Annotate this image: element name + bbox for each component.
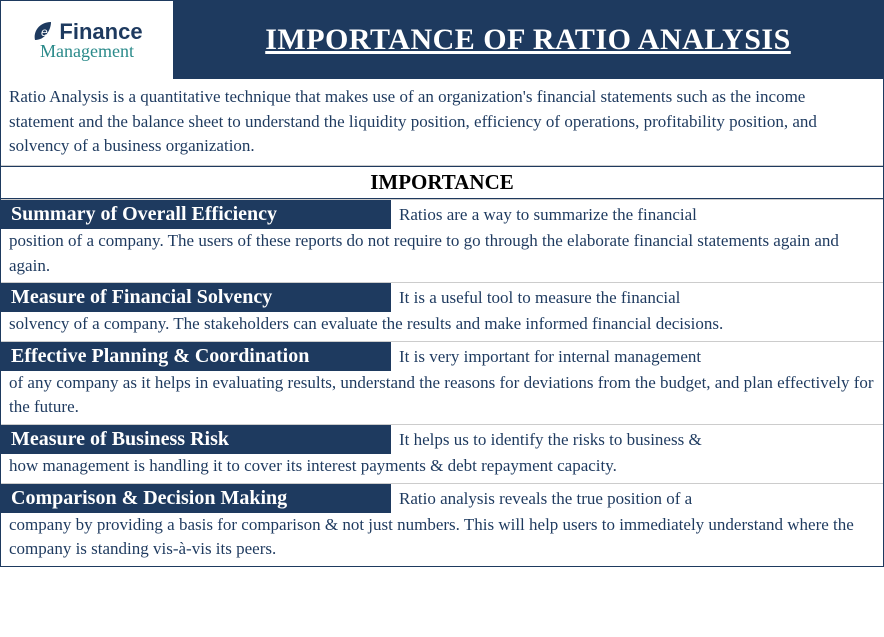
header-row: e Finance Management IMPORTANCE OF RATIO… [1,1,883,79]
item-body-text: of any company as it helps in evaluating… [1,371,883,424]
item-lead-text: It is very important for internal manage… [391,342,883,371]
item-body-text: solvency of a company. The stakeholders … [1,312,883,341]
item-head-row: Measure of Business Risk It helps us to … [1,425,883,454]
item-lead-text: Ratios are a way to summarize the financ… [391,200,883,229]
importance-label: IMPORTANCE [1,166,883,199]
item-lead-text: Ratio analysis reveals the true position… [391,484,883,513]
main-title: IMPORTANCE OF RATIO ANALYSIS [173,1,883,79]
item-head-row: Comparison & Decision Making Ratio analy… [1,484,883,513]
item-heading: Effective Planning & Coordination [1,342,391,371]
item-body-text: how management is handling it to cover i… [1,454,883,483]
item-body-text: company by providing a basis for compari… [1,513,883,566]
item-head-row: Effective Planning & Coordination It is … [1,342,883,371]
logo-word-management: Management [40,41,134,62]
item-lead-text: It helps us to identify the risks to bus… [391,425,883,454]
item-head-row: Measure of Financial Solvency It is a us… [1,283,883,312]
importance-item: Measure of Financial Solvency It is a us… [1,282,883,341]
item-body-text: position of a company. The users of thes… [1,229,883,282]
item-heading: Comparison & Decision Making [1,484,391,513]
svg-text:e: e [41,25,48,39]
logo-box: e Finance Management [1,1,173,79]
item-heading: Measure of Financial Solvency [1,283,391,312]
importance-item: Summary of Overall Efficiency Ratios are… [1,199,883,282]
importance-item: Comparison & Decision Making Ratio analy… [1,483,883,566]
item-head-row: Summary of Overall Efficiency Ratios are… [1,200,883,229]
intro-paragraph: Ratio Analysis is a quantitative techniq… [1,79,883,166]
item-lead-text: It is a useful tool to measure the finan… [391,283,883,312]
importance-item: Effective Planning & Coordination It is … [1,341,883,424]
importance-item: Measure of Business Risk It helps us to … [1,424,883,483]
item-heading: Measure of Business Risk [1,425,391,454]
item-heading: Summary of Overall Efficiency [1,200,391,229]
document-container: e Finance Management IMPORTANCE OF RATIO… [0,0,884,567]
